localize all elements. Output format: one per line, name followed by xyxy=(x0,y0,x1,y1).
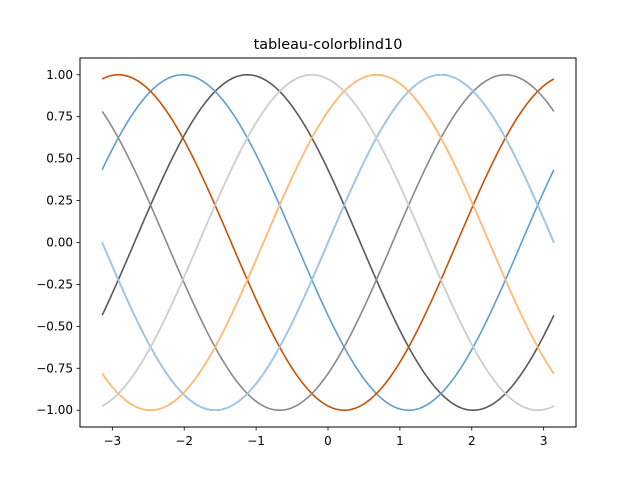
chart-title: tableau-colorblind10 xyxy=(254,37,403,53)
y-tick-label: −0.25 xyxy=(36,277,73,291)
y-axis: −1.00 −0.75 −0.50 −0.25 0.00 0.25 0.50 0.75 1.00 xyxy=(36,68,80,417)
y-tick-label: −1.00 xyxy=(36,403,73,417)
x-tick-label: 1 xyxy=(396,434,404,448)
y-tick-label: −0.50 xyxy=(36,319,73,333)
y-tick-label: 0.00 xyxy=(46,236,73,250)
x-tick-label: −3 xyxy=(103,434,121,448)
series-line-10 xyxy=(101,73,555,412)
y-tick-label: 0.25 xyxy=(46,194,73,208)
y-tick-label: 0.75 xyxy=(46,110,73,124)
y-tick-label: −0.75 xyxy=(36,361,73,375)
x-tick-label: 3 xyxy=(540,434,548,448)
series-line-8 xyxy=(101,73,555,412)
y-tick-label: 0.50 xyxy=(46,152,73,166)
series-line-4 xyxy=(101,73,555,412)
x-tick-label: 2 xyxy=(468,434,476,448)
series-line-7 xyxy=(101,73,555,412)
series-layer xyxy=(101,73,555,412)
series-line-5 xyxy=(101,73,555,412)
x-tick-label: −2 xyxy=(175,434,193,448)
series-line-6 xyxy=(101,73,555,412)
y-tick-label: 1.00 xyxy=(46,68,73,82)
x-tick-label: −1 xyxy=(247,434,265,448)
series-line-9 xyxy=(101,73,555,412)
x-tick-label: 0 xyxy=(324,434,332,448)
x-axis: −3 −2 −1 0 1 2 3 xyxy=(103,427,547,448)
